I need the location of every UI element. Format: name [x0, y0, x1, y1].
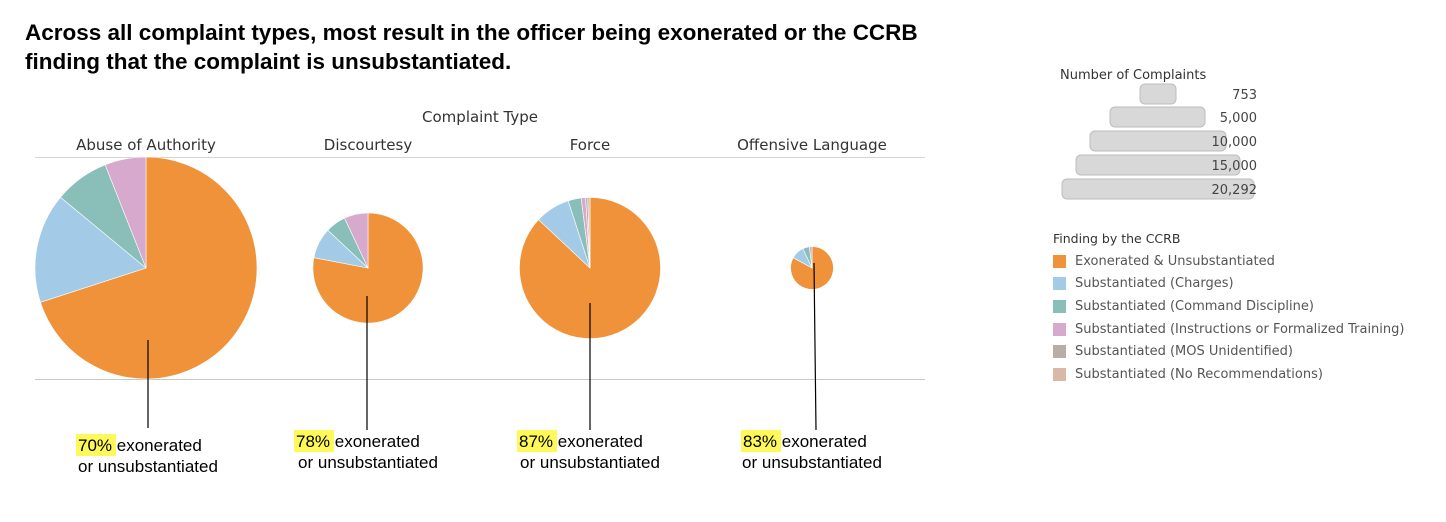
legend-label: Substantiated (Charges) — [1075, 276, 1234, 292]
size-legend-label-2: 10,000 — [1212, 135, 1258, 150]
annotation-text-abuse-of-authority: exonerated — [112, 436, 202, 455]
legend-item: Exonerated & Unsubstantiated — [1053, 250, 1404, 273]
category-label-offensive-language: Offensive Language — [737, 136, 887, 154]
legend-label: Substantiated (Instructions or Formalize… — [1075, 321, 1405, 337]
size-legend-bar-1 — [1109, 106, 1206, 128]
legend-swatch — [1053, 299, 1066, 313]
annotation-text-offensive-language: exonerated — [777, 432, 867, 451]
legend-item: Substantiated (MOS Unidentified) — [1053, 340, 1404, 363]
annotation-percent-discourtesy: 78% — [296, 432, 330, 451]
size-legend-bar-4 — [1061, 178, 1255, 200]
color-legend-title: Finding by the CCRB — [1053, 231, 1181, 246]
legend-item: Substantiated (Command Discipline) — [1053, 295, 1404, 318]
legend-item: Substantiated (Charges) — [1053, 273, 1404, 296]
size-legend-label-3: 15,000 — [1212, 159, 1258, 174]
annotation-line2-discourtesy: or unsubstantiated — [298, 453, 438, 472]
annotation-line-offensive-language — [813, 262, 817, 431]
annotation-line2-force: or unsubstantiated — [520, 453, 660, 472]
size-legend-label-4: 20,292 — [1212, 183, 1258, 198]
chart-title: Across all complaint types, most result … — [25, 20, 918, 74]
size-legend-bar-3 — [1075, 154, 1241, 176]
annotation-percent-abuse-of-authority: 70% — [78, 436, 112, 455]
pie-slice-offensive-language-3 — [808, 246, 813, 269]
size-legend-label-0: 753 — [1232, 88, 1257, 103]
annotation-line2-abuse-of-authority: or unsubstantiated — [78, 457, 218, 476]
annotation-text-force: exonerated — [553, 432, 643, 451]
highlight-force — [517, 430, 557, 452]
size-legend-bar-2 — [1089, 130, 1227, 152]
pie-slice-abuse-of-authority-0 — [40, 156, 258, 380]
pie-slice-offensive-language-0 — [790, 246, 834, 290]
pie-slice-force-5 — [587, 197, 591, 269]
highlight-discourtesy — [294, 430, 334, 452]
legend-swatch — [1053, 345, 1066, 359]
highlight-abuse-of-authority — [76, 434, 116, 456]
annotation-line1-force: 87% exonerated — [519, 432, 643, 451]
legend-swatch — [1053, 277, 1066, 291]
size-legend-title: Number of Complaints — [1060, 68, 1206, 83]
size-legend-label-1: 5,000 — [1220, 111, 1257, 126]
legend-label: Substantiated (MOS Unidentified) — [1075, 344, 1293, 360]
annotation-percent-force: 87% — [519, 432, 553, 451]
legend-item: Substantiated (Instructions or Formalize… — [1053, 318, 1404, 341]
category-label-force: Force — [570, 136, 611, 154]
legend-label: Substantiated (Command Discipline) — [1075, 298, 1314, 314]
legend-item: Substantiated (No Recommendations) — [1053, 363, 1404, 386]
category-label-abuse-of-authority: Abuse of Authority — [76, 136, 216, 154]
annotation-line1-offensive-language: 83% exonerated — [743, 432, 867, 451]
legend-swatch — [1053, 322, 1066, 336]
annotation-percent-offensive-language: 83% — [743, 432, 777, 451]
annotation-line1-discourtesy: 78% exonerated — [296, 432, 420, 451]
legend-swatch — [1053, 254, 1066, 268]
pie-slice-abuse-of-authority-1 — [34, 196, 147, 303]
annotation-text-discourtesy: exonerated — [330, 432, 420, 451]
pie-slice-discourtesy-3 — [344, 212, 369, 269]
category-label-discourtesy: Discourtesy — [324, 136, 413, 154]
annotation-line2-offensive-language: or unsubstantiated — [742, 453, 882, 472]
size-legend-bar-0 — [1139, 83, 1177, 105]
highlight-offensive-language — [741, 430, 781, 452]
color-legend: Exonerated & Unsubstantiated Substantiate… — [1053, 250, 1404, 386]
column-header: Complaint Type — [422, 108, 538, 126]
annotation-line1-abuse-of-authority: 70% exonerated — [78, 436, 202, 455]
pie-slice-abuse-of-authority-3 — [104, 156, 147, 269]
legend-swatch — [1053, 367, 1066, 381]
legend-label: Exonerated & Unsubstantiated — [1075, 253, 1275, 269]
legend-label: Substantiated (No Recommendations) — [1075, 366, 1323, 382]
